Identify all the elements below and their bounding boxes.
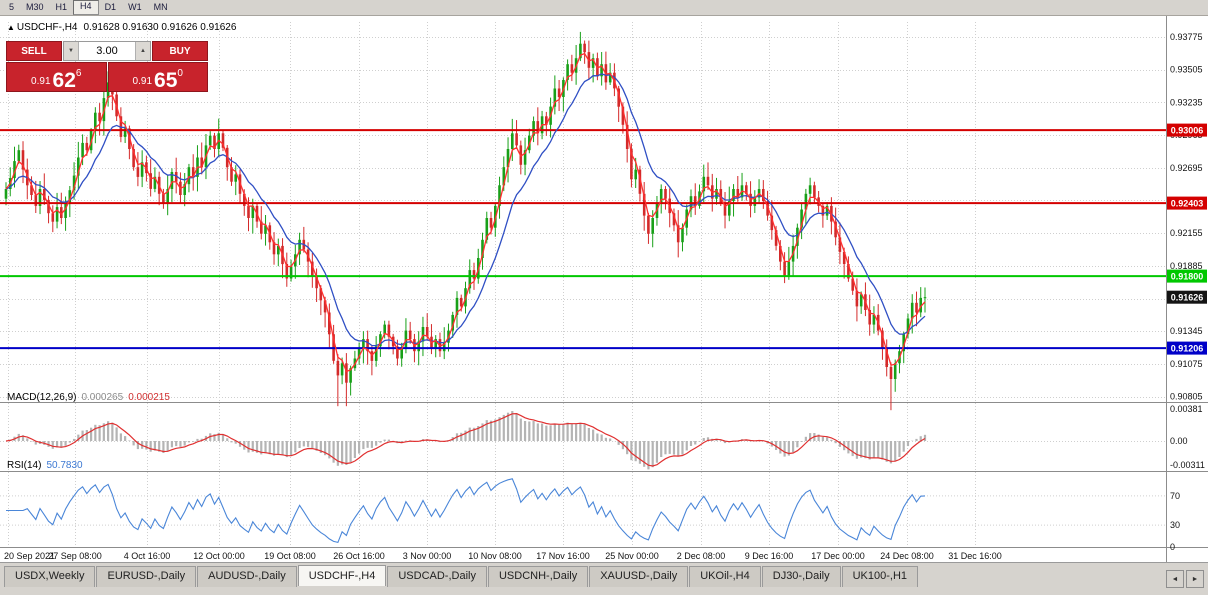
svg-text:0.92155: 0.92155 [1170,228,1203,238]
timeframe-w1[interactable]: W1 [128,2,142,12]
ma-slow-line [5,73,926,347]
svg-text:0.92695: 0.92695 [1170,163,1203,173]
svg-text:17 Dec 00:00: 17 Dec 00:00 [811,551,865,561]
svg-text:10 Nov 08:00: 10 Nov 08:00 [468,551,522,561]
sell-button[interactable]: SELL [6,41,62,61]
sell-price-sup: 6 [75,68,82,79]
tab-scroll: ◄ ► [1166,570,1204,588]
rsi-value: 50.7830 [46,460,83,471]
svg-text:0.00: 0.00 [1170,436,1188,446]
svg-text:3 Nov 00:00: 3 Nov 00:00 [403,551,452,561]
svg-text:0.93235: 0.93235 [1170,97,1203,107]
tab-ukoil-h4[interactable]: UKOil-,H4 [689,566,761,587]
buy-price-big: 65 [154,69,178,93]
price-line-labels: 0.93006 0.92403 0.91800 0.91206 0.91626 [1167,123,1207,355]
svg-text:27 Sep 08:00: 27 Sep 08:00 [48,551,102,561]
timeframe-m30[interactable]: M30 [26,2,44,12]
svg-text:0.91626: 0.91626 [1171,293,1204,303]
rsi-line [6,478,926,544]
svg-text:20 Sep 2021: 20 Sep 2021 [4,551,55,561]
svg-text:17 Nov 16:00: 17 Nov 16:00 [536,551,590,561]
ma-fast-line [5,52,926,373]
tab-usdcad-daily[interactable]: USDCAD-,Daily [387,566,487,587]
one-click-trading-widget: SELL ▼ 3.00 ▲ BUY 0.91 62 6 0.91 65 0 [6,41,208,92]
volume-input[interactable]: 3.00 [96,45,118,57]
tab-eurusd-daily[interactable]: EURUSD-,Daily [96,566,197,587]
symbol-icon: ▲ [7,23,15,32]
timeframe-h4[interactable]: H4 [73,0,99,15]
timeframe-mn[interactable]: MN [153,2,168,12]
svg-text:2 Dec 08:00: 2 Dec 08:00 [677,551,726,561]
svg-text:30: 30 [1170,520,1180,530]
ohlc-quotes: 0.91628 0.91630 0.91626 0.91626 [83,22,237,33]
macd-name: MACD(12,26,9) [7,392,77,403]
svg-text:0.91885: 0.91885 [1170,261,1203,271]
tab-strip: USDX,Weekly EURUSD-,Daily AUDUSD-,Daily USD… [4,565,919,587]
buy-price-prefix: 0.91 [132,76,153,87]
macd-main-value: 0.000265 [81,392,124,403]
chart-area[interactable]: 0.937750.935050.932350.929650.926950.924… [0,16,1208,562]
svg-text:0.00381: 0.00381 [1170,404,1203,414]
macd-signal-line [5,412,926,467]
panel-separators [0,16,1208,562]
svg-text:70: 70 [1170,491,1180,501]
tab-scroll-left-button[interactable]: ◄ [1166,570,1184,588]
chart-symbol: USDCHF-,H4 [16,22,78,33]
svg-text:24 Dec 08:00: 24 Dec 08:00 [880,551,934,561]
buy-price-sup: 0 [177,68,183,79]
timeframe-h1[interactable]: H1 [55,2,68,12]
svg-text:0.91800: 0.91800 [1171,272,1204,282]
volume-control: ▼ 3.00 ▲ [63,41,151,61]
svg-text:19 Oct 08:00: 19 Oct 08:00 [264,551,316,561]
svg-text:-0.00311: -0.00311 [1170,460,1205,470]
chart-title: ▲ USDCHF-,H4 0.91628 0.91630 0.91626 0.916… [7,22,236,33]
horizontal-level-lines[interactable] [0,129,1166,350]
svg-text:12 Oct 00:00: 12 Oct 00:00 [193,551,245,561]
svg-text:0.93006: 0.93006 [1171,126,1204,136]
buy-price-display[interactable]: 0.91 65 0 [107,62,208,93]
svg-text:0.91206: 0.91206 [1171,344,1204,354]
rsi-label: RSI(14) 50.7830 [7,460,83,471]
timeframe-d1[interactable]: D1 [104,2,117,12]
buy-button[interactable]: BUY [152,41,208,61]
timeframe-5[interactable]: 5 [9,2,15,12]
svg-text:25 Nov 00:00: 25 Nov 00:00 [605,551,659,561]
svg-text:0.90805: 0.90805 [1170,392,1203,402]
tab-audusd-daily[interactable]: AUDUSD-,Daily [197,566,297,587]
svg-text:0.91345: 0.91345 [1170,326,1203,336]
svg-text:0.93505: 0.93505 [1170,65,1203,75]
rsi-name: RSI(14) [7,460,42,471]
tab-dj30-daily[interactable]: DJ30-,Daily [761,566,841,587]
timeframe-toolbar: 5 M30 H1 H4 D1 W1 MN [0,0,1208,16]
svg-text:0.93775: 0.93775 [1170,32,1203,42]
svg-text:26 Oct 16:00: 26 Oct 16:00 [333,551,385,561]
svg-text:0: 0 [1170,542,1175,552]
tab-xauusd-daily[interactable]: XAUUSD-,Daily [589,566,689,587]
svg-text:31 Dec 16:00: 31 Dec 16:00 [948,551,1002,561]
macd-histogram [9,411,927,470]
tab-scroll-right-button[interactable]: ► [1186,570,1204,588]
tab-usdx-weekly[interactable]: USDX,Weekly [4,566,96,587]
tab-usdchf-h4[interactable]: USDCHF-,H4 [297,565,387,586]
sell-price-display[interactable]: 0.91 62 6 [6,62,107,92]
macd-signal-value: 0.000215 [128,392,170,403]
volume-decrease-icon[interactable]: ▼ [64,42,79,60]
svg-text:0.91075: 0.91075 [1170,359,1203,369]
svg-text:9 Dec 16:00: 9 Dec 16:00 [745,551,794,561]
price-chart[interactable]: 0.937750.935050.932350.929650.926950.924… [0,16,1208,562]
sell-price-prefix: 0.91 [31,76,51,87]
macd-label: MACD(12,26,9) 0.000265 0.000215 [7,392,170,403]
tab-uk100-h1[interactable]: UK100-,H1 [841,566,919,587]
symbol-tabbar: USDX,Weekly EURUSD-,Daily AUDUSD-,Daily USD… [0,562,1208,595]
sell-price-big: 62 [52,69,76,93]
svg-text:0.92403: 0.92403 [1171,199,1204,209]
volume-increase-icon[interactable]: ▲ [135,42,150,60]
grid-lines [0,22,1166,547]
svg-text:4 Oct 16:00: 4 Oct 16:00 [124,551,171,561]
tab-usdcnh-daily[interactable]: USDCNH-,Daily [487,566,589,587]
